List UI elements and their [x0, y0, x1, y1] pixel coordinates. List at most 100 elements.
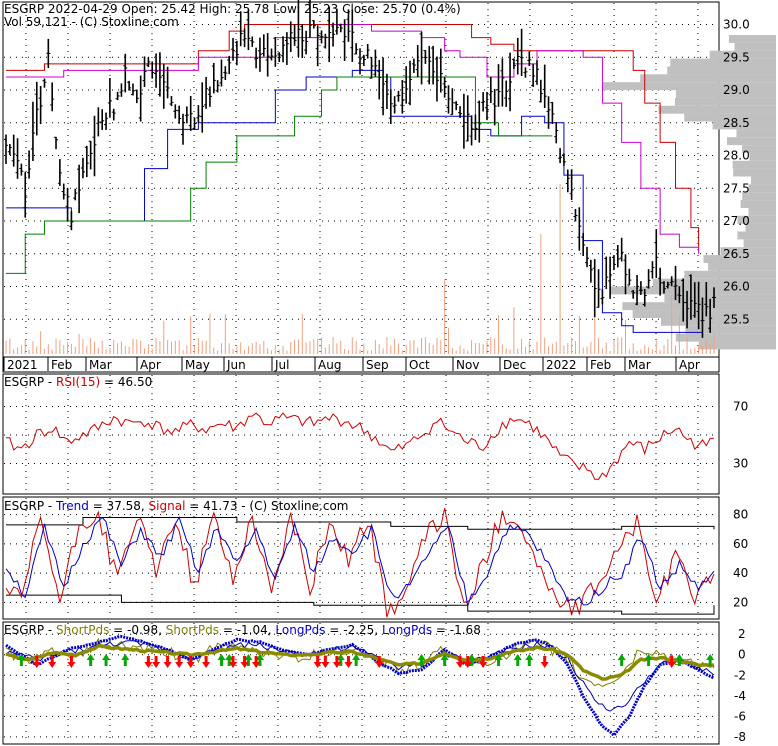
pds-legend-long1-name: LongPds	[275, 623, 325, 637]
price-y-ticks: 30.0 29.5 29.0 28.5 28.0 27.5 27.0 26.5 26.0 25.5	[723, 18, 750, 327]
x-tick-label: 2022	[546, 358, 577, 372]
up-arrow-icon	[86, 654, 95, 666]
volume-profile-bar	[667, 66, 776, 75]
price-y-tick: 30.0	[723, 18, 750, 32]
rsi-panel-frame	[2, 373, 720, 495]
stoch-legend-trend-name: Trend	[55, 499, 89, 513]
price-y-tick: 25.5	[723, 312, 750, 326]
volume-profile-bar	[737, 231, 776, 240]
pds-arrows	[17, 654, 715, 668]
volume-profile-bar	[632, 310, 776, 318]
x-tick-label: Apr	[679, 358, 700, 372]
up-arrow-icon	[467, 654, 476, 666]
up-arrow-icon	[225, 654, 234, 666]
down-arrow-icon	[540, 656, 549, 668]
volume-profile-bar	[610, 286, 776, 295]
down-arrow-icon	[463, 656, 472, 668]
price-y-tick: 29.5	[723, 50, 750, 64]
volume-profile-bar	[708, 262, 776, 271]
price-y-tick: 26.0	[723, 280, 750, 294]
rsi-y-tick: 70	[733, 400, 748, 414]
x-tick-label: Jul	[274, 358, 289, 372]
x-tick-label: May	[185, 358, 210, 372]
volume-profile-bar	[709, 50, 776, 59]
volume-profile-bar	[698, 341, 776, 350]
x-tick-label: 2021	[7, 358, 38, 372]
x-tick-label: Nov	[456, 358, 479, 372]
x-tick-label: Apr	[140, 358, 161, 372]
up-arrow-icon	[17, 654, 26, 666]
up-arrow-icon	[440, 654, 449, 666]
volume-profile-bar	[734, 42, 776, 51]
pds-legend-long1-value: = -2.25,	[326, 623, 382, 637]
pds-legend-prefix: ESGRP -	[4, 623, 56, 637]
down-arrow-icon	[175, 656, 184, 668]
price-y-tick: 26.5	[723, 247, 750, 261]
x-tick-label: Dec	[503, 358, 526, 372]
volume-profile-bar	[749, 152, 776, 161]
down-arrow-icon	[144, 656, 153, 668]
volume-profile-bar	[751, 176, 776, 185]
rsi-line	[6, 412, 715, 480]
x-tick-label: Aug	[318, 358, 341, 372]
volume-bars	[5, 184, 715, 354]
down-arrow-icon	[229, 656, 238, 668]
up-arrow-icon	[336, 654, 345, 666]
volume-profile-bar	[748, 184, 776, 193]
up-arrow-icon	[525, 654, 534, 666]
stoch-legend-signal-name: Signal	[149, 499, 186, 513]
long-pds-1-line	[5, 634, 715, 738]
signal-line	[5, 508, 715, 618]
up-arrow-icon	[675, 654, 684, 666]
pds-panel: 2 0 -2 -4 -6 -8 ESGRP - ShortPds = -0.98, Sho…	[2, 621, 746, 745]
long-band-line	[6, 76, 553, 274]
volume-profile-bar	[743, 239, 776, 248]
pds-y-tick: 0	[738, 648, 746, 662]
stoch-legend-prefix: ESGRP -	[4, 499, 56, 513]
up-arrow-icon	[352, 654, 361, 666]
volume-profile-bar	[742, 192, 776, 201]
pds-legend-short2-value: = -1.04,	[219, 623, 275, 637]
volume-profile-bar	[712, 121, 776, 130]
rsi-y-ticks: 70 30	[733, 400, 748, 471]
pds-y-tick: -6	[734, 709, 746, 723]
volume-profile-bar	[674, 97, 776, 106]
price-y-tick: 29.0	[723, 83, 750, 97]
short-pds-2-line	[5, 643, 715, 681]
x-tick-label: Oct	[409, 358, 430, 372]
pds-legend-long2-name: LongPds	[382, 623, 432, 637]
rsi-y-tick: 30	[733, 457, 748, 471]
volume-profile-bar	[684, 270, 776, 279]
pds-y-ticks: 2 0 -2 -4 -6 -8	[734, 627, 746, 744]
pds-legend: ESGRP - ShortPds = -0.98, ShortPds = -1.…	[4, 623, 481, 637]
price-y-tick: 27.0	[723, 214, 750, 228]
down-arrow-icon	[32, 656, 41, 668]
up-arrow-icon	[644, 654, 653, 666]
x-tick-label: Feb	[590, 358, 611, 372]
volume-profile-bar	[675, 90, 776, 98]
volume-profile-bar	[670, 58, 776, 67]
rsi-legend: ESGRP - RSI(15) = 46.50	[4, 375, 152, 389]
down-arrow-icon	[479, 656, 488, 668]
price-y-tick: 28.0	[723, 149, 750, 163]
down-arrow-icon	[240, 656, 249, 668]
volume-profile-bar	[748, 207, 776, 216]
volume-profile-bar	[684, 113, 776, 122]
down-arrow-icon	[163, 656, 172, 668]
down-arrow-icon	[667, 656, 676, 668]
volume-profile-bar	[602, 82, 776, 91]
up-arrow-icon	[244, 654, 253, 666]
down-arrow-icon	[152, 656, 161, 668]
up-arrow-icon	[121, 654, 130, 666]
volume-profile-bar	[685, 325, 776, 334]
stoch-y-tick: 20	[733, 595, 748, 609]
down-arrow-icon	[332, 656, 341, 668]
volume-profile-bar	[732, 160, 776, 169]
price-x-ticks: 2021 Feb Mar Apr May Jun Jul Aug Sep Oct Nov Dec 202…	[3, 356, 719, 372]
pds-y-tick: -8	[734, 730, 746, 744]
rsi-legend-value: = 46.50	[100, 375, 152, 389]
stoch-legend-trend-value: = 37.58,	[89, 499, 149, 513]
up-arrow-icon	[706, 654, 715, 666]
up-arrow-icon	[217, 654, 226, 666]
header-line1: ESGRP 2022-04-29 Open: 25.42 High: 25.78…	[4, 2, 461, 16]
